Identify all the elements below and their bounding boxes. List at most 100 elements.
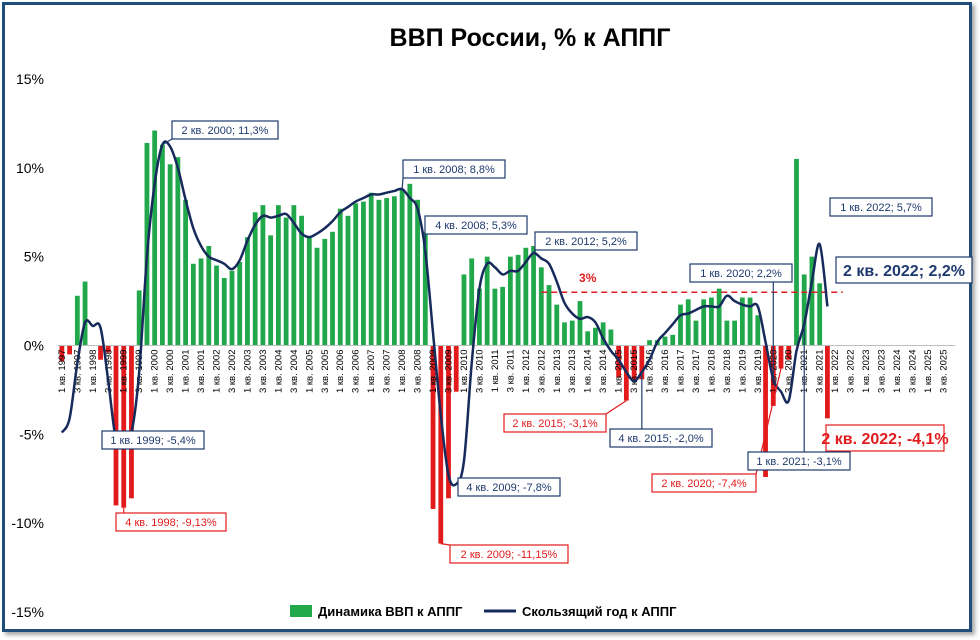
gdp-bar [136, 290, 142, 346]
x-tick-label: 3 кв. 2013 [567, 350, 578, 394]
gdp-bar [337, 208, 343, 346]
annotation-box [449, 544, 569, 564]
x-tick-label: 3 кв. 2025 [938, 350, 949, 394]
y-tick-label: 10% [16, 160, 44, 176]
gdp-bar [167, 164, 173, 346]
annotation-box [747, 451, 851, 471]
gdp-bar [129, 345, 134, 499]
gdp-bar [515, 254, 521, 346]
x-tick-label: 1 кв. 1998 [88, 350, 99, 394]
gdp-bar [291, 205, 297, 346]
gdp-bar [523, 247, 529, 346]
x-tick-label: 1 кв. 2012 [521, 350, 532, 394]
gdp-bar [113, 345, 119, 506]
gdp-bar [786, 345, 792, 360]
annotation-box [689, 263, 793, 283]
gdp-bar [531, 246, 536, 346]
gdp-bar [484, 256, 490, 346]
annotation-label: 1 кв. 2022; 5,7% [840, 202, 922, 214]
gdp-bar [260, 205, 266, 346]
chart-title: ВВП России, % к АППГ [390, 24, 671, 52]
x-tick-label: 1 кв. 2000 [150, 350, 161, 394]
annotation-leader [401, 177, 404, 190]
gdp-bar [453, 345, 459, 392]
annotation-box [829, 197, 933, 217]
x-tick-label: 3 кв. 2021 [815, 350, 826, 394]
gdp-bar [585, 331, 591, 346]
gdp-bar [229, 270, 235, 346]
y-tick-label: 0% [24, 338, 44, 354]
gdp-bar [639, 345, 645, 380]
gdp-bar [330, 231, 335, 346]
gdp-bar [430, 345, 436, 509]
gdp-bar [275, 205, 281, 346]
gdp-bar [252, 212, 258, 346]
annotation-box [171, 120, 279, 140]
gdp-bar [724, 320, 730, 346]
x-tick-label: 3 кв. 2017 [691, 350, 702, 394]
gdp-bar [74, 295, 80, 346]
y-tick-label: -15% [11, 604, 44, 620]
gdp-bar [794, 158, 799, 346]
gdp-bar [825, 345, 830, 419]
gdp-bar [446, 345, 451, 499]
x-tick-label: 3 кв. 2016 [660, 350, 671, 394]
x-tick-label: 1 кв. 2018 [706, 350, 717, 394]
gdp-bar [817, 283, 823, 346]
gdp-bar [461, 274, 467, 346]
gdp-bar [507, 256, 513, 346]
annotation-box [825, 424, 945, 452]
gdp-bar [283, 217, 289, 346]
annotation-box [101, 430, 205, 450]
gdp-bar [98, 345, 103, 360]
gdp-bar [747, 297, 753, 346]
gdp-bar [376, 199, 382, 346]
legend-line-label: Скользящий год к АППГ [522, 604, 677, 619]
gdp-bar [67, 345, 72, 355]
annotation-box [835, 256, 973, 284]
x-tick-label: 3 кв. 2019 [753, 350, 764, 394]
x-axis-ticks: 1 кв. 1997 3 кв. 1997 1 кв. 1998 3 кв. 1998… [57, 349, 950, 393]
x-tick-label: 1 кв. 2002 [212, 350, 223, 394]
x-tick-label: 3 кв. 2001 [196, 350, 207, 394]
x-tick-label: 3 кв. 2024 [907, 350, 918, 394]
x-tick-label: 1 кв. 2017 [675, 350, 686, 394]
gdp-bar [500, 286, 506, 346]
x-tick-label: 1 кв. 2011 [490, 350, 501, 393]
gdp-bar [345, 215, 351, 346]
gdp-bar [469, 258, 475, 346]
gdp-bar [221, 277, 227, 346]
gdp-bar [59, 345, 65, 362]
gdp-bar [631, 345, 637, 382]
annotation-leader [605, 400, 627, 415]
annotation-label: 4 кв. 2009; -7,8% [466, 482, 551, 494]
gdp-bar [438, 345, 444, 544]
gdp-bar [322, 238, 328, 346]
x-tick-label: 1 кв. 2004 [273, 350, 284, 394]
gdp-bar [268, 235, 274, 346]
annotation-label: 2 кв. 2009; -11,15% [461, 549, 558, 561]
gdp-bar [391, 196, 397, 346]
gdp-bar [538, 267, 544, 346]
x-tick-label: 1 кв. 2022 [830, 350, 841, 394]
gdp-bar [716, 288, 722, 346]
gdp-bar [82, 281, 88, 346]
gdp-bar [693, 320, 699, 346]
x-tick-label: 1 кв. 2008 [397, 350, 408, 394]
gdp-bar [152, 130, 158, 346]
annotation-box [609, 428, 713, 448]
gdp-bar [368, 192, 374, 346]
annotation-box [115, 512, 227, 532]
gdp-bar [206, 246, 212, 346]
x-tick-label: 3 кв. 2010 [474, 349, 485, 393]
gdp-bar [492, 288, 498, 346]
gdp-bar [415, 199, 420, 346]
x-tick-label: 3 кв. 2012 [536, 350, 547, 394]
gdp-bar [299, 215, 304, 346]
annotation-label: 4 кв. 2015; -2,0% [618, 433, 703, 445]
gdp-bar [739, 297, 745, 346]
gdp-bar [678, 304, 683, 346]
legend: Динамика ВВП к АППГ Скользящий год к АПП… [290, 604, 677, 619]
x-tick-label: 3 кв. 2005 [320, 350, 331, 394]
